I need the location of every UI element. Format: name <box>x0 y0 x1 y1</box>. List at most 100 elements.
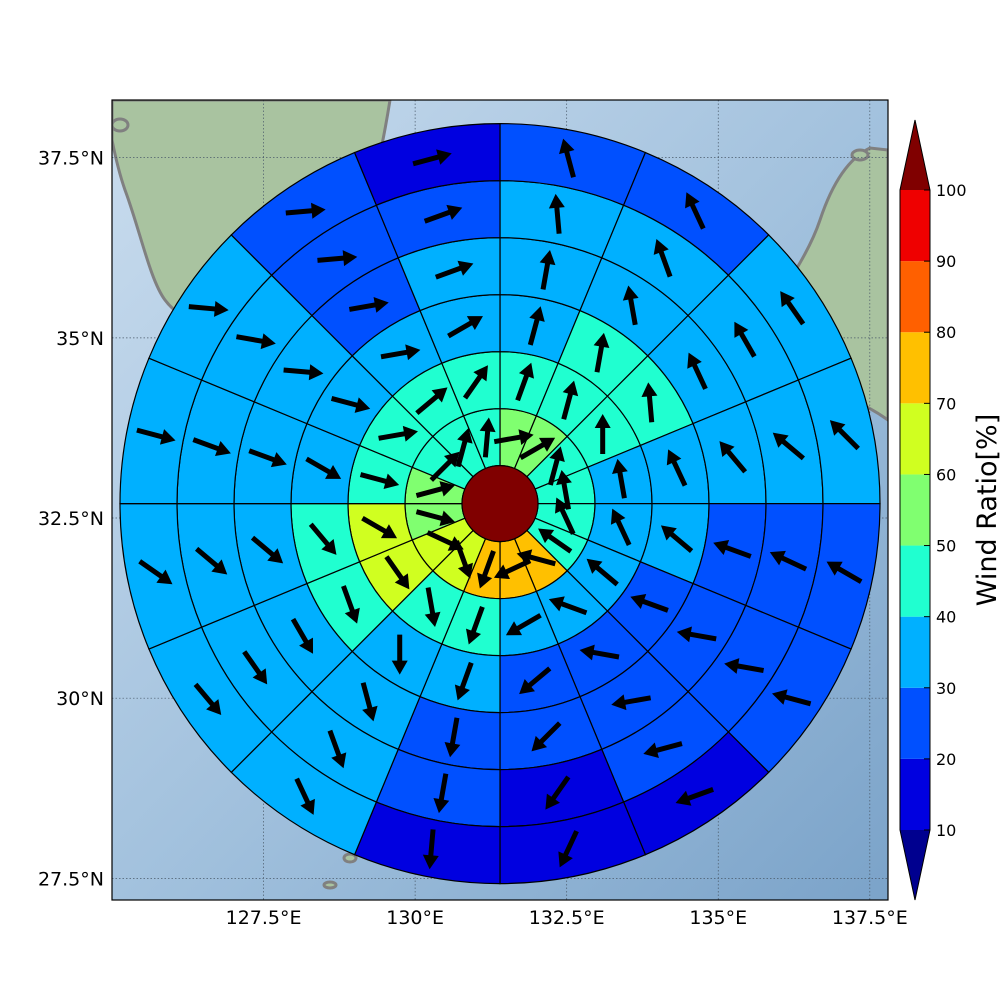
colorbar-tick-label: 100 <box>936 181 967 200</box>
wind-arrow <box>561 380 579 420</box>
wind-arrow <box>548 596 588 616</box>
wind-arrow <box>780 291 806 326</box>
wind-arrow <box>193 682 222 715</box>
island <box>850 148 870 162</box>
wind-arrow <box>676 626 717 643</box>
island <box>112 117 130 133</box>
wind-arrow <box>685 192 706 230</box>
wind-arrow <box>505 613 542 636</box>
wind-arrow <box>772 432 806 461</box>
wind-arrow <box>771 689 812 707</box>
colorbar-bin <box>900 616 930 688</box>
sector-r6-s16 <box>353 123 501 206</box>
wind-arrow <box>294 777 315 815</box>
wind-arrow <box>547 446 565 486</box>
wind-arrow <box>359 472 400 490</box>
x-tick-label: 132.5°E <box>529 907 605 929</box>
wind-arrow <box>653 239 673 278</box>
wind-arrow <box>138 559 173 585</box>
colorbar-bin <box>900 261 930 333</box>
x-tick-label: 137.5°E <box>832 907 908 929</box>
wind-arrow <box>713 540 752 559</box>
wind-arrow <box>594 413 611 454</box>
wind-arrow <box>248 448 287 468</box>
wind-arrow <box>630 593 669 613</box>
colorbar-extend-min <box>900 830 930 900</box>
x-tick-label: 127.5°E <box>226 907 302 929</box>
wind-arrow <box>734 321 757 358</box>
y-tick-label: 37.5°N <box>38 148 104 170</box>
colorbar-extend-max <box>900 120 930 190</box>
wind-arrow <box>826 561 863 584</box>
wind-arrow <box>643 741 683 759</box>
colorbar-tick-label: 70 <box>936 394 956 413</box>
wind-arrow <box>429 451 460 482</box>
y-tick-label: 35°N <box>56 328 104 350</box>
wind-arrow <box>330 395 371 413</box>
wind-arrow <box>465 606 485 645</box>
wind-arrow <box>611 694 652 711</box>
colorbar: 10 20 30 40 50 60 70 80 90 100 <box>899 119 967 901</box>
wind-arrow <box>415 387 448 416</box>
colorbar-bin <box>900 758 930 830</box>
wind-arrow <box>290 617 314 654</box>
wind-arrow <box>327 729 347 769</box>
wind-arrow <box>539 249 556 290</box>
y-tick-labels: 37.5°N 35°N 32.5°N 30°N 27.5°N <box>38 148 104 891</box>
wind-arrow <box>412 149 452 167</box>
wind-arrow <box>424 587 441 627</box>
wind-arrow <box>426 530 464 551</box>
wind-arrow <box>660 525 694 553</box>
colorbar-bin <box>900 687 930 759</box>
wind-arrow <box>384 555 410 590</box>
wind-arrow <box>415 509 456 527</box>
colorbar-label: Wind Ratio[%] <box>972 414 1000 606</box>
colorbar-tick-label: 20 <box>936 750 956 769</box>
wind-arrow <box>622 285 639 326</box>
wind-arrow <box>519 666 552 695</box>
wind-arrow <box>455 428 473 468</box>
wind-arrow <box>586 558 619 587</box>
wind-arrow <box>545 775 571 810</box>
wind-arrow <box>558 830 579 868</box>
wind-arrow <box>447 316 483 339</box>
map-axes <box>111 99 889 901</box>
wind-arrow <box>515 362 535 402</box>
colorbar-tick-label: 10 <box>936 821 956 840</box>
y-tick-label: 30°N <box>56 688 104 710</box>
wind-arrow <box>415 481 456 498</box>
wind-arrow <box>479 417 496 458</box>
sector-plot <box>119 123 881 885</box>
wind-arrow <box>531 721 562 752</box>
wind-arrow <box>493 429 534 446</box>
wind-arrow <box>235 333 276 350</box>
map-frame <box>111 99 889 901</box>
wind-arrow <box>462 365 488 400</box>
island <box>322 880 338 890</box>
colorbar-tick-label: 60 <box>936 465 956 484</box>
colorbar-bin <box>900 474 930 546</box>
wind-arrow <box>348 297 389 313</box>
x-tick-label: 135°E <box>689 907 747 929</box>
wind-arrow <box>719 441 748 474</box>
wind-arrow <box>423 204 463 224</box>
wind-arrow <box>579 644 620 661</box>
wind-arrow <box>593 332 610 373</box>
wind-arrow <box>610 508 632 546</box>
wind-arrow <box>519 437 556 460</box>
center-disk <box>461 465 539 543</box>
wind-arrow <box>341 585 360 624</box>
wind-arrow <box>724 658 765 674</box>
wind-arrow <box>477 550 496 589</box>
x-tick-label: 130°E <box>386 907 444 929</box>
colorbar-tick-label: 30 <box>936 679 956 698</box>
wind-arrow <box>391 634 408 675</box>
wind-arrow <box>687 352 708 390</box>
wind-arrow <box>194 546 228 575</box>
wind-arrow <box>188 300 229 317</box>
colorbar-bin <box>900 545 930 617</box>
wind-arrow <box>305 456 342 479</box>
colorbar-tick-label: 80 <box>936 323 956 342</box>
colorbar-tick-label: 90 <box>936 252 956 271</box>
